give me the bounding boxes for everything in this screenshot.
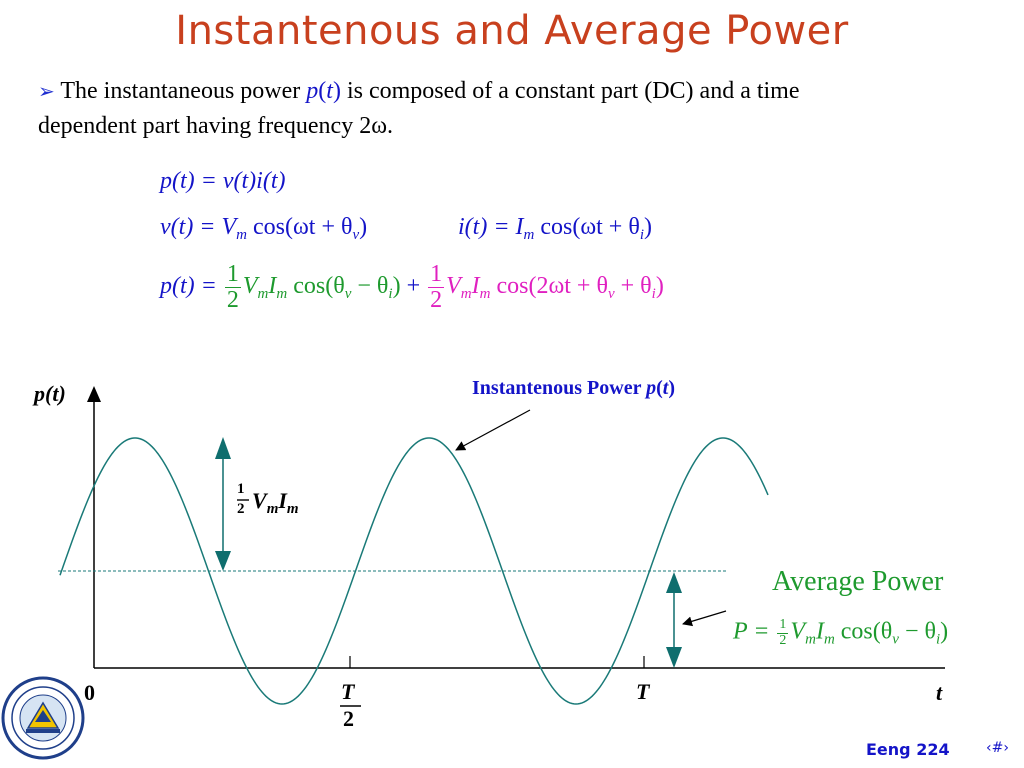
ac-term: 1 2 VmIm cos(2ωt + θv + θi) bbox=[428, 261, 664, 314]
amplitude-arrow-down-icon bbox=[215, 551, 231, 571]
tick-label-half-period-numerator: T bbox=[341, 679, 355, 704]
bullet-text-line-1: ➢ The instantaneous power p(t) is compos… bbox=[38, 78, 800, 104]
equation-instantaneous-power: p(t) = 1 2 VmIm cos(θv − θi) + 1 2 VmIm cos(… bbox=[160, 261, 664, 314]
bullet-text-line-2: dependent part having frequency 2ω. bbox=[38, 113, 393, 139]
average-arrow-up-icon bbox=[666, 572, 682, 593]
amplitude-arrow-up-icon bbox=[215, 437, 231, 459]
instantaneous-power-label: Instantenous Power p(t) bbox=[472, 377, 675, 399]
pointer-to-average bbox=[682, 610, 727, 627]
x-axis-label: t bbox=[936, 680, 943, 705]
equation-current: i(t) = Im cos(ωt + θi) bbox=[458, 214, 653, 243]
tick-label-half-period-denominator: 2 bbox=[343, 706, 354, 731]
course-footer: Eeng 224 bbox=[866, 740, 950, 759]
amplitude-frac-num: 1 bbox=[237, 481, 245, 497]
equation-voltage: v(t) = Vm cos(ωt + θv) bbox=[160, 214, 368, 243]
dc-term: 1 2 VmIm cos(θv − θi) bbox=[224, 261, 401, 314]
amplitude-frac-den: 2 bbox=[237, 501, 245, 517]
bullet-arrow-icon: ➢ bbox=[38, 81, 55, 103]
emu-university-seal bbox=[1, 676, 85, 760]
average-arrow-down-icon bbox=[666, 647, 682, 668]
equation-power-product: p(t) = v(t)i(t) bbox=[160, 168, 286, 194]
pointer-to-curve bbox=[455, 409, 531, 451]
tick-label-full-period: T bbox=[636, 679, 650, 704]
average-power-label: Average Power bbox=[772, 566, 944, 597]
origin-label: 0 bbox=[84, 680, 95, 705]
instantaneous-power-curve bbox=[59, 437, 769, 705]
amplitude-label: VmIm bbox=[252, 488, 299, 517]
y-axis-arrow-icon bbox=[87, 386, 101, 402]
page-number: ‹#› bbox=[986, 740, 1009, 756]
slide-title: Instantenous and Average Power bbox=[175, 8, 849, 54]
y-axis-label: p(t) bbox=[34, 381, 66, 406]
average-power-formula: P = 1 2 VmIm cos(θv − θi) bbox=[733, 617, 949, 648]
